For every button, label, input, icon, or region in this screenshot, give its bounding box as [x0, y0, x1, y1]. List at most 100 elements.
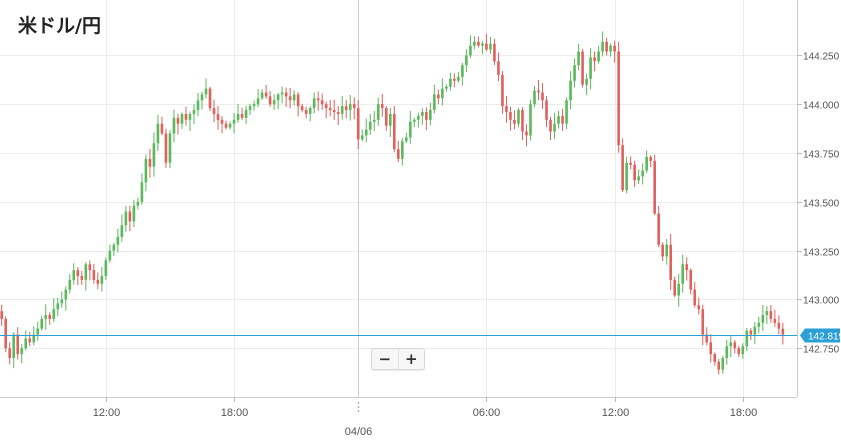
candle-body: [176, 117, 180, 124]
candle: [457, 72, 460, 83]
candle: [553, 112, 556, 140]
candle-body: [180, 113, 184, 124]
candle: [28, 332, 32, 347]
candle: [725, 339, 729, 365]
candle-body: [252, 104, 256, 107]
candle: [168, 129, 172, 169]
candle-body: [457, 76, 460, 81]
candle-body: [376, 104, 380, 120]
candle-body: [364, 129, 368, 136]
candle-body: [625, 162, 628, 191]
candle-body: [645, 156, 648, 171]
candle: [693, 282, 697, 308]
candle-body: [641, 170, 644, 177]
date-separator-dot: [357, 410, 360, 412]
candle-body: [36, 328, 40, 335]
candle: [16, 327, 20, 360]
candle: [513, 110, 516, 130]
candle: [336, 105, 340, 125]
candle: [384, 106, 388, 131]
candle-body: [765, 311, 769, 316]
candle: [204, 78, 208, 99]
candle-body: [749, 330, 753, 335]
candle-body: [272, 100, 276, 105]
candle: [208, 86, 212, 112]
candle-body: [661, 244, 664, 257]
candles: [0, 31, 785, 375]
candle-body: [84, 264, 88, 280]
candle: [164, 128, 168, 168]
candle-body: [8, 348, 12, 358]
candle-body: [140, 182, 144, 202]
zoom-in-button[interactable]: +: [397, 349, 425, 369]
zoom-out-button[interactable]: −: [378, 349, 392, 368]
candle: [745, 327, 749, 352]
candle: [68, 273, 72, 294]
candle-body: [697, 305, 701, 310]
candle: [276, 92, 280, 110]
candle-body: [372, 119, 376, 122]
candle-body: [581, 51, 584, 85]
candle: [637, 169, 640, 184]
candle: [641, 163, 644, 185]
zoom-control: − +: [371, 348, 425, 370]
candle-body: [300, 106, 304, 111]
candle-body: [721, 357, 725, 370]
candle-body: [320, 100, 324, 105]
candle: [92, 263, 96, 284]
candle-body: [316, 98, 320, 101]
candle: [388, 107, 392, 137]
candle-body: [741, 346, 745, 355]
candle-body: [753, 326, 757, 335]
candle: [56, 297, 60, 317]
x-tick-label: 12:00: [602, 407, 630, 419]
candle: [80, 270, 84, 285]
candle-body: [761, 315, 765, 323]
candle-body: [352, 104, 356, 109]
candle-body: [220, 119, 224, 124]
candle-body: [549, 119, 552, 132]
candle: [296, 92, 300, 117]
candle: [581, 49, 584, 88]
y-tick-label: 143.500: [803, 199, 840, 210]
candle-body: [629, 162, 632, 165]
candle-body: [292, 94, 296, 101]
candle-body: [88, 264, 92, 271]
candle: [445, 84, 448, 92]
candle: [36, 321, 40, 341]
candle: [633, 160, 636, 187]
candle: [613, 40, 616, 63]
candle-body: [148, 158, 152, 167]
candle-body: [168, 133, 172, 163]
candle: [737, 345, 741, 358]
candle: [356, 100, 360, 149]
candle-body: [513, 119, 516, 124]
candle: [0, 304, 3, 326]
candle: [232, 113, 236, 134]
candle: [228, 121, 232, 130]
candle-body: [529, 104, 532, 136]
candle: [332, 99, 336, 121]
candle-body: [396, 149, 400, 159]
candle-body: [100, 275, 104, 284]
candle-body: [565, 100, 568, 124]
candle: [685, 257, 689, 281]
candle: [192, 104, 196, 125]
candle-body: [156, 123, 160, 144]
candle-body: [212, 108, 216, 114]
candle: [320, 93, 324, 110]
candle: [100, 267, 104, 292]
candle-body: [429, 110, 432, 120]
candle: [649, 155, 652, 168]
candle: [84, 261, 88, 291]
candle-body: [348, 104, 352, 111]
candle: [561, 108, 564, 131]
candle: [252, 100, 256, 111]
candle-body: [112, 244, 116, 251]
candle-body: [188, 113, 192, 120]
candle-body: [248, 106, 252, 111]
candle: [721, 355, 725, 374]
candle: [697, 297, 701, 315]
